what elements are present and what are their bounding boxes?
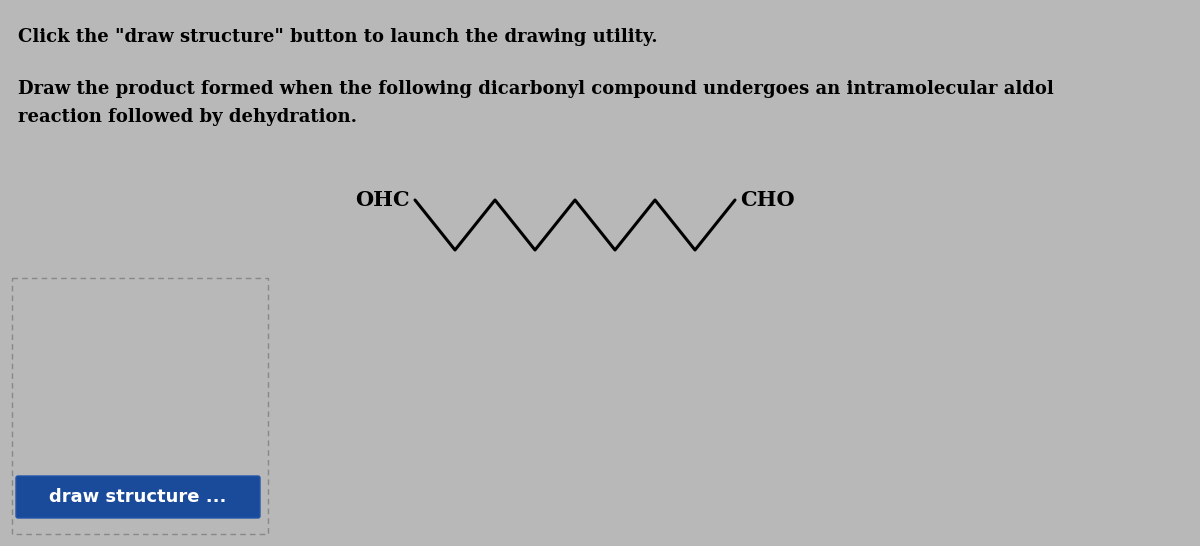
Text: draw structure ...: draw structure ... — [49, 488, 227, 506]
Text: Click the "draw structure" button to launch the drawing utility.: Click the "draw structure" button to lau… — [18, 28, 658, 46]
Bar — [12, 278, 268, 534]
Text: OHC: OHC — [355, 190, 410, 210]
Text: reaction followed by dehydration.: reaction followed by dehydration. — [18, 108, 358, 126]
Text: Draw the product formed when the following dicarbonyl compound undergoes an intr: Draw the product formed when the followi… — [18, 80, 1054, 98]
FancyBboxPatch shape — [16, 476, 260, 518]
Text: CHO: CHO — [740, 190, 794, 210]
